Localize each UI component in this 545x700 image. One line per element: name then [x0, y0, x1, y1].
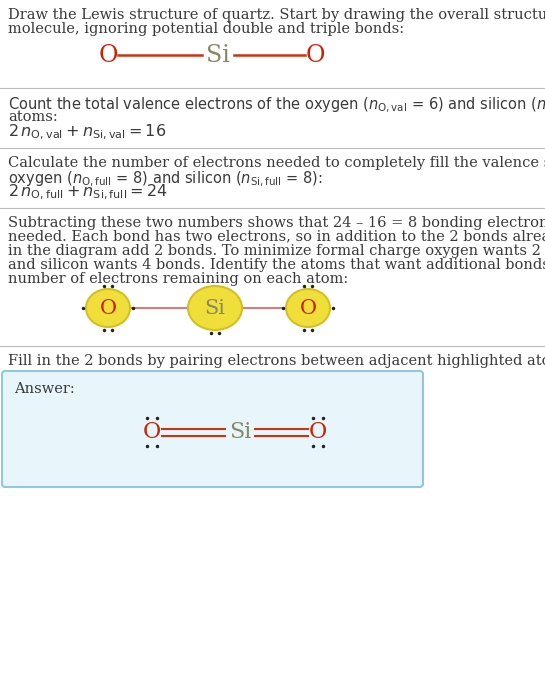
Text: O: O	[143, 421, 161, 443]
Text: $2\,n_\mathrm{O,val} + n_\mathrm{Si,val} = 16$: $2\,n_\mathrm{O,val} + n_\mathrm{Si,val}…	[8, 123, 166, 142]
Text: Answer:: Answer:	[14, 382, 75, 396]
Text: Fill in the 2 bonds by pairing electrons between adjacent highlighted atoms:: Fill in the 2 bonds by pairing electrons…	[8, 354, 545, 368]
Text: Si: Si	[204, 298, 226, 318]
Text: O: O	[98, 43, 118, 66]
FancyBboxPatch shape	[2, 371, 423, 487]
Text: Subtracting these two numbers shows that 24 – 16 = 8 bonding electrons are: Subtracting these two numbers shows that…	[8, 216, 545, 230]
Text: $2\,n_\mathrm{O,full} + n_\mathrm{Si,full} = 24$: $2\,n_\mathrm{O,full} + n_\mathrm{Si,ful…	[8, 183, 168, 202]
Text: O: O	[100, 298, 117, 318]
Text: O: O	[305, 43, 325, 66]
Text: and silicon wants 4 bonds. Identify the atoms that want additional bonds and the: and silicon wants 4 bonds. Identify the …	[8, 258, 545, 272]
Text: Si: Si	[229, 421, 251, 443]
Ellipse shape	[286, 289, 330, 327]
Text: atoms:: atoms:	[8, 110, 58, 124]
Text: Calculate the number of electrons needed to completely fill the valence shells f: Calculate the number of electrons needed…	[8, 156, 545, 170]
Text: Draw the Lewis structure of quartz. Start by drawing the overall structure of th: Draw the Lewis structure of quartz. Star…	[8, 8, 545, 22]
Text: needed. Each bond has two electrons, so in addition to the 2 bonds already prese: needed. Each bond has two electrons, so …	[8, 230, 545, 244]
Text: molecule, ignoring potential double and triple bonds:: molecule, ignoring potential double and …	[8, 22, 404, 36]
Text: in the diagram add 2 bonds. To minimize formal charge oxygen wants 2 bonds: in the diagram add 2 bonds. To minimize …	[8, 244, 545, 258]
Text: Si: Si	[206, 43, 230, 66]
Ellipse shape	[86, 289, 130, 327]
Text: O: O	[309, 421, 327, 443]
Ellipse shape	[188, 286, 242, 330]
Text: O: O	[300, 298, 317, 318]
Text: number of electrons remaining on each atom:: number of electrons remaining on each at…	[8, 272, 348, 286]
Text: Count the total valence electrons of the oxygen ($n_\mathrm{O,val}$ = 6) and sil: Count the total valence electrons of the…	[8, 96, 545, 116]
Text: oxygen ($n_\mathrm{O,full}$ = 8) and silicon ($n_\mathrm{Si,full}$ = 8):: oxygen ($n_\mathrm{O,full}$ = 8) and sil…	[8, 170, 323, 189]
